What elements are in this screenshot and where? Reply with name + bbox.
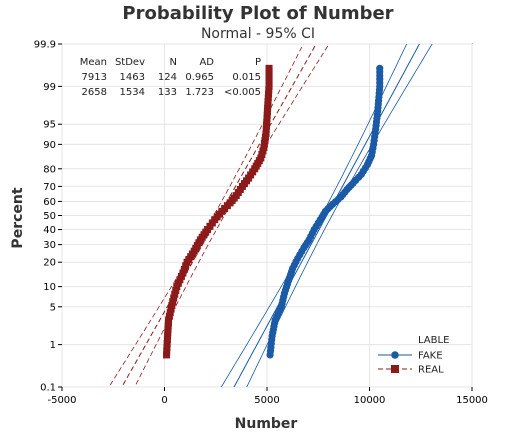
stats-table: Mean StDev N AD P 7913 1463 124 0.965 0.015 2658 15… xyxy=(80,57,261,98)
point-real xyxy=(163,351,171,359)
stats-cell: 0.965 xyxy=(185,72,214,83)
point-real xyxy=(163,336,171,344)
y-tick-label: 0.1 xyxy=(40,383,56,394)
stats-header: Mean xyxy=(80,57,107,68)
y-tick-label: 99 xyxy=(43,82,56,93)
legend-title: LABLE xyxy=(418,335,449,346)
y-tick-label: 20 xyxy=(43,258,56,269)
y-tick-label: 60 xyxy=(43,197,56,208)
legend-marker-fake xyxy=(391,351,399,359)
point-real xyxy=(258,150,266,158)
chart-title: Probability Plot of Number xyxy=(122,3,393,24)
stats-cell: 1463 xyxy=(120,72,145,83)
y-tick-label: 30 xyxy=(43,240,56,251)
point-real xyxy=(163,340,171,348)
legend: LABLE FAKE REAL xyxy=(378,335,449,376)
x-tick-label: 0 xyxy=(161,395,167,406)
x-tick-label: 15000 xyxy=(456,395,488,406)
stats-cell: <0.005 xyxy=(224,87,261,98)
y-tick-label: 50 xyxy=(43,211,56,222)
point-real xyxy=(182,262,190,270)
point-real xyxy=(265,90,273,98)
point-real xyxy=(163,343,171,351)
point-real xyxy=(179,269,187,277)
axis-ticks: 0.1 1 5 10 20 30 40 50 60 70 80 90 95 99 99.9 -5000 0 500… xyxy=(34,39,488,406)
point-real xyxy=(166,309,174,317)
y-tick-label: 90 xyxy=(43,140,56,151)
x-tick-label: -5000 xyxy=(47,395,76,406)
x-tick-label: 10000 xyxy=(354,395,386,406)
stats-cell: 7913 xyxy=(82,72,107,83)
point-real xyxy=(264,94,272,102)
stats-cell: 0.015 xyxy=(232,72,261,83)
stats-header: StDev xyxy=(115,57,145,68)
y-tick-label: 99.9 xyxy=(34,39,56,50)
legend-marker-real xyxy=(391,365,399,373)
stats-cell: 2658 xyxy=(82,87,107,98)
point-real xyxy=(263,118,271,126)
point-real xyxy=(169,298,177,306)
point-fake xyxy=(376,64,384,72)
point-real xyxy=(265,72,273,80)
point-real xyxy=(167,305,175,313)
point-real xyxy=(163,347,171,355)
point-real xyxy=(264,98,272,106)
point-real xyxy=(265,79,273,87)
y-axis-label: Percent xyxy=(10,187,26,248)
stats-cell: 1534 xyxy=(120,87,145,98)
point-real xyxy=(259,147,267,155)
y-tick-label: 5 xyxy=(50,302,56,313)
point-real xyxy=(171,290,179,298)
y-tick-label: 10 xyxy=(43,282,56,293)
point-real xyxy=(165,316,173,324)
point-real xyxy=(262,122,270,130)
y-tick-label: 95 xyxy=(43,120,56,131)
point-real xyxy=(262,130,270,138)
stats-cell: 1.723 xyxy=(185,87,214,98)
stats-cell: 133 xyxy=(158,87,177,98)
point-real xyxy=(172,286,180,294)
stats-header: N xyxy=(170,57,177,68)
point-real xyxy=(168,301,176,309)
point-real xyxy=(165,312,173,320)
grid xyxy=(61,43,473,388)
data-points xyxy=(163,64,384,359)
stats-header: AD xyxy=(199,57,214,68)
legend-label-fake: FAKE xyxy=(418,351,443,362)
point-real xyxy=(265,68,273,76)
ci-band-real xyxy=(134,44,330,387)
y-tick-label: 80 xyxy=(43,164,56,175)
x-axis-label: Number xyxy=(235,416,298,432)
point-real xyxy=(265,86,273,94)
point-real xyxy=(170,294,178,302)
point-real xyxy=(265,64,273,72)
x-tick-label: 5000 xyxy=(254,395,279,406)
point-real xyxy=(265,75,273,83)
y-tick-label: 70 xyxy=(43,182,56,193)
stats-header: P xyxy=(255,57,261,68)
ci-band-real xyxy=(108,44,304,387)
chart-subtitle: Normal - 95% CI xyxy=(201,26,315,42)
point-real xyxy=(180,265,188,273)
y-tick-label: 40 xyxy=(43,225,56,236)
point-real xyxy=(265,82,273,90)
point-real xyxy=(257,154,265,162)
y-tick-label: 1 xyxy=(50,340,56,351)
legend-label-real: REAL xyxy=(418,365,444,376)
point-real xyxy=(262,126,270,134)
stats-cell: 124 xyxy=(158,72,177,83)
